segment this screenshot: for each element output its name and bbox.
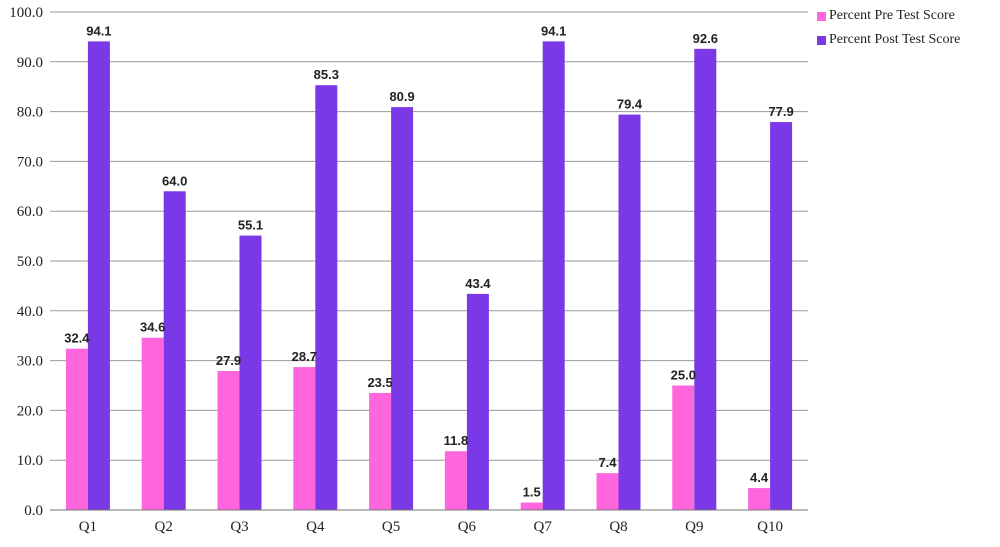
bar-post-test xyxy=(239,235,262,511)
data-label-pre: 7.4 xyxy=(598,455,617,470)
bar-pre-test xyxy=(65,348,88,510)
bar-pre-test xyxy=(596,473,619,510)
data-label-post: 43.4 xyxy=(465,276,491,291)
data-label-pre: 1.5 xyxy=(523,485,541,500)
data-label-pre: 4.4 xyxy=(750,470,769,485)
bar-post-test xyxy=(87,41,110,511)
bar-post-test xyxy=(618,114,641,510)
data-label-pre: 11.8 xyxy=(444,433,469,448)
y-tick-label: 60.0 xyxy=(17,204,43,220)
x-category-label: Q4 xyxy=(306,519,325,535)
data-label-post: 85.3 xyxy=(314,67,339,82)
bar-post-test xyxy=(770,122,793,511)
bar-post-test xyxy=(542,41,565,511)
legend-label-pre: Percent Pre Test Score xyxy=(829,8,955,23)
x-category-label: Q8 xyxy=(609,519,627,535)
bar-post-test xyxy=(163,191,186,510)
data-label-post: 55.1 xyxy=(238,218,263,233)
x-category-label: Q2 xyxy=(155,519,173,535)
bar-pre-test xyxy=(672,385,695,510)
y-tick-label: 50.0 xyxy=(17,254,43,270)
y-tick-label: 30.0 xyxy=(17,354,43,370)
bar-pre-test xyxy=(293,367,316,510)
legend: Percent Pre Test Score Percent Post Test… xyxy=(817,4,999,52)
data-label-pre: 25.0 xyxy=(671,368,696,383)
data-label-pre: 34.6 xyxy=(140,320,165,335)
data-label-post: 64.0 xyxy=(162,173,187,188)
x-category-label: Q9 xyxy=(685,519,703,535)
x-category-label: Q1 xyxy=(79,519,97,535)
x-category-label: Q3 xyxy=(230,519,248,535)
legend-swatch-post xyxy=(817,35,826,45)
bar-post-test xyxy=(694,48,717,511)
bar-pre-test xyxy=(369,392,392,510)
data-labels: 32.4 94.1 34.6 64.0 27.9 55.1 28.7 85.3 23.5 80.9… xyxy=(64,23,794,499)
data-label-post: 79.4 xyxy=(617,97,643,112)
y-tick-label: 100.0 xyxy=(9,5,43,21)
data-label-post: 77.9 xyxy=(768,104,793,119)
bar-pre-test xyxy=(444,451,467,510)
y-tick-label: 20.0 xyxy=(17,403,43,419)
bar-post-test xyxy=(466,293,489,510)
bar-pre-test xyxy=(141,337,164,510)
bar-pre-test xyxy=(217,371,240,510)
data-label-post: 94.1 xyxy=(86,23,111,38)
y-tick-label: 70.0 xyxy=(17,154,43,170)
bar-pre-test xyxy=(520,502,543,510)
y-axis-ticks: 0.0 10.0 20.0 30.0 40.0 50.0 60.0 70.0 80.0 90.0 1… xyxy=(9,5,43,519)
x-axis-categories: Q1 Q2 Q3 Q4 Q5 Q6 Q7 Q8 Q9 Q10 xyxy=(79,519,783,535)
x-category-label: Q10 xyxy=(757,519,783,535)
data-label-post: 92.6 xyxy=(693,31,718,46)
data-label-pre: 23.5 xyxy=(367,375,392,390)
legend-swatch-pre xyxy=(817,11,826,21)
y-tick-label: 40.0 xyxy=(17,304,43,320)
data-label-post: 94.1 xyxy=(541,23,566,38)
legend-label-post: Percent Post Test Score xyxy=(829,32,961,47)
data-label-post: 80.9 xyxy=(389,89,414,104)
legend-item-post: Percent Post Test Score xyxy=(817,28,999,52)
legend-item-pre: Percent Pre Test Score xyxy=(817,4,999,28)
bar-post-test xyxy=(391,107,414,511)
x-category-label: Q7 xyxy=(534,519,553,535)
x-category-label: Q5 xyxy=(382,519,400,535)
y-tick-label: 90.0 xyxy=(17,55,43,71)
y-tick-label: 80.0 xyxy=(17,105,43,121)
y-tick-label: 0.0 xyxy=(24,503,43,519)
data-label-pre: 32.4 xyxy=(64,331,90,346)
bar-post-test xyxy=(315,85,338,511)
data-label-pre: 28.7 xyxy=(292,349,317,364)
x-category-label: Q6 xyxy=(458,519,477,535)
data-label-pre: 27.9 xyxy=(216,353,241,368)
bars xyxy=(65,41,793,511)
bar-pre-test xyxy=(748,488,771,510)
y-tick-label: 10.0 xyxy=(17,453,43,469)
